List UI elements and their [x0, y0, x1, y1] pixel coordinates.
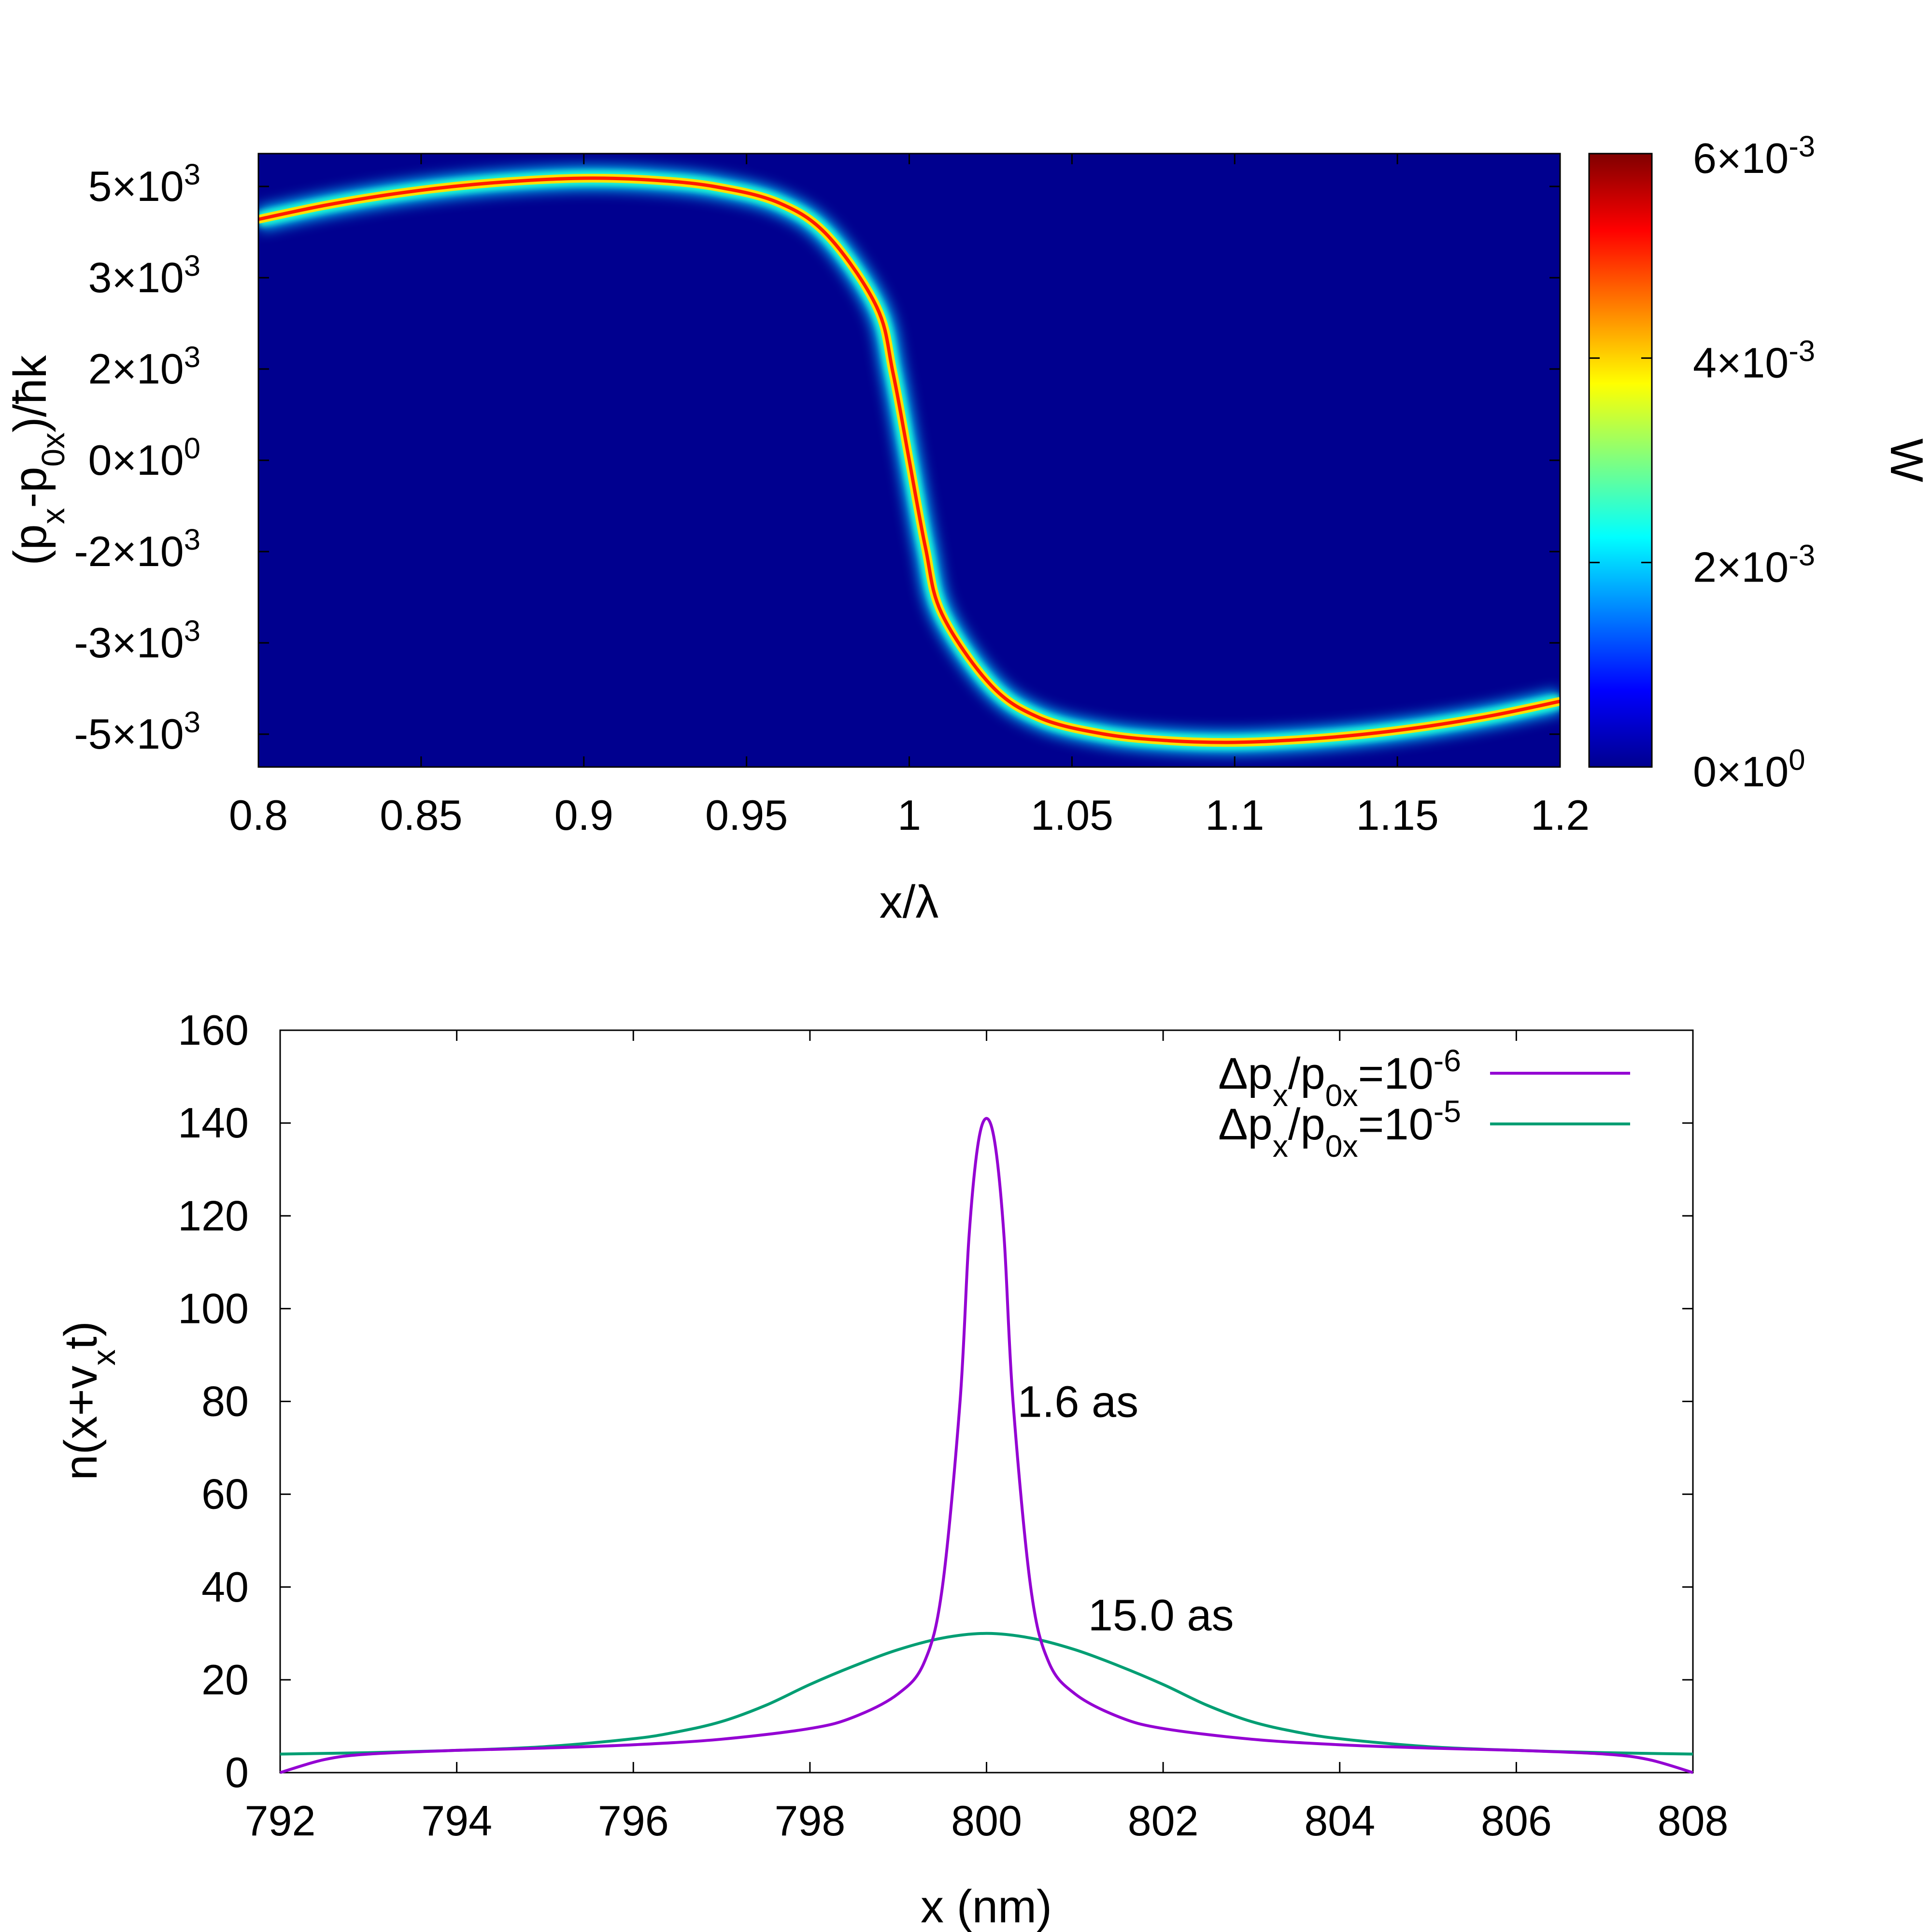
line-chart-y-tick-label: 100	[178, 1284, 249, 1332]
heatmap-panel: 0.8 0.85 0.9 0.95 1 1.05 1.1 1.15 1.2 5×103 3×103…	[4, 130, 1932, 928]
line-chart-y-tick-label: 40	[201, 1563, 249, 1611]
line-chart-frame	[279, 1029, 1694, 1774]
line-chart-x-tick-label: 794	[421, 1797, 492, 1845]
line-chart-x-tick-label: 792	[245, 1797, 316, 1845]
heatmap-x-tick-label: 0.9	[554, 791, 613, 839]
heatmap-y-axis-label: (px-p0x)/ħk	[4, 355, 71, 565]
line-chart-y-tick-label: 20	[201, 1656, 249, 1704]
heatmap-x-axis-label: x/λ	[880, 876, 939, 928]
heatmap-x-tick-label: 1.05	[1031, 791, 1113, 839]
colorbar-frame	[1588, 153, 1653, 768]
heatmap-y-tick-label: -3×103	[74, 614, 200, 667]
colorbar	[1589, 154, 1652, 767]
colorbar-tick-label: 4×10-3	[1693, 334, 1815, 387]
line-chart-x-tick-label: 802	[1128, 1797, 1199, 1845]
annotation-label: 1.6 as	[1017, 1378, 1138, 1427]
heatmap-x-tick-label: 1.2	[1531, 791, 1590, 839]
trajectory-core	[258, 176, 1560, 744]
line-chart-x-tick-label: 808	[1658, 1797, 1729, 1845]
line-chart-y-axis-label: n(x+vxt)	[55, 1321, 122, 1480]
line-chart-x-tick-label: 796	[598, 1797, 669, 1845]
line-chart-y-tick-label: 0	[225, 1748, 249, 1796]
line-chart-y-tick-label: 140	[178, 1099, 249, 1147]
colorbar-tick-label: 0×100	[1693, 743, 1805, 796]
heatmap-x-tick-label: 0.8	[229, 791, 288, 839]
line-chart-x-tick-label: 804	[1304, 1797, 1375, 1845]
colorbar-tick-label: 2×10-3	[1693, 539, 1815, 591]
heatmap-y-tick-label: -2×103	[74, 523, 200, 576]
heatmap-y-tick-label: 3×103	[88, 249, 200, 302]
line-chart-x-tick-label: 806	[1481, 1797, 1552, 1845]
heatmap-y-tick-label: 5×103	[88, 158, 200, 211]
line-chart-x-tick-label: 798	[774, 1797, 845, 1845]
heatmap-x-tick-label: 1.15	[1356, 791, 1438, 839]
line-chart-panel: 792 794 796 798 800 802 804 806 808 0 20 40 60 80 100…	[55, 1006, 1728, 1932]
line-chart-y-tick-label: 80	[201, 1378, 249, 1425]
line-chart-y-tick-label: 60	[201, 1470, 249, 1518]
colorbar-tick-label: 6×10-3	[1693, 130, 1815, 183]
line-chart-y-tick-label: 160	[178, 1006, 249, 1054]
line-chart-y-tick-label: 120	[178, 1192, 249, 1239]
heatmap-x-tick-label: 1	[897, 791, 921, 839]
annotation-label: 15.0 as	[1088, 1591, 1234, 1640]
heatmap-x-tick-label: 0.95	[705, 791, 788, 839]
heatmap-y-tick-label: 2×103	[88, 340, 200, 393]
line-chart-x-axis-label: x (nm)	[921, 1881, 1052, 1932]
heatmap-x-tick-label: 0.85	[380, 791, 462, 839]
legend-entry-label: Δpx/p0x=10-6	[1218, 1043, 1461, 1113]
series-line-1	[280, 1117, 1693, 1774]
colorbar-label: W	[1881, 439, 1932, 483]
line-chart-x-tick-label: 800	[951, 1797, 1022, 1845]
heatmap-y-tick-label: 0×100	[88, 432, 200, 484]
series-line-2	[280, 1632, 1693, 1756]
legend-entry-label: Δpx/p0x=10-5	[1218, 1094, 1461, 1164]
heatmap-y-tick-label: -5×103	[74, 705, 200, 758]
heatmap-x-tick-label: 1.1	[1205, 791, 1264, 839]
